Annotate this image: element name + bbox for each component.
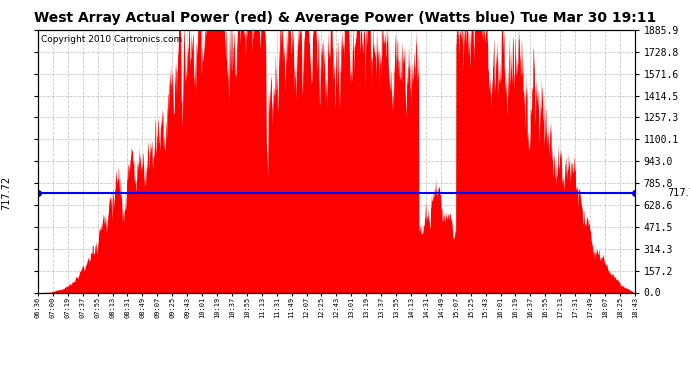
Text: West Array Actual Power (red) & Average Power (Watts blue) Tue Mar 30 19:11: West Array Actual Power (red) & Average … [34, 11, 656, 25]
Text: 717.72: 717.72 [1, 176, 11, 210]
Text: 717.72: 717.72 [668, 188, 690, 198]
Text: Copyright 2010 Cartronics.com: Copyright 2010 Cartronics.com [41, 35, 182, 44]
